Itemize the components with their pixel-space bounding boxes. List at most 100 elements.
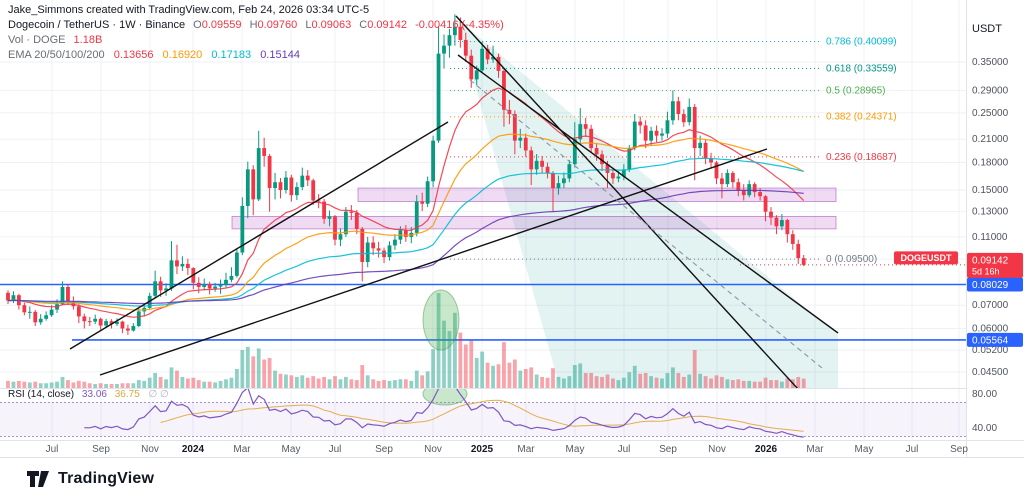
candle-body [49, 309, 54, 316]
time-tick-label[interactable]: Mar [233, 444, 251, 455]
volume-bar [578, 363, 583, 388]
candle-body [387, 245, 392, 258]
symbol-title[interactable]: Dogecoin / TetherUS · 1W · Binance [8, 19, 186, 31]
footer-bar: TradingView [0, 457, 1024, 499]
volume-bar [185, 378, 190, 388]
ema-line-20[interactable] [7, 87, 805, 318]
tradingview-brand[interactable]: TradingView [58, 469, 155, 487]
volume-bar [175, 370, 179, 388]
time-tick-label[interactable]: May [282, 444, 301, 455]
candle-body [393, 239, 397, 246]
volume-bar [474, 357, 479, 388]
trendline-3[interactable] [455, 15, 799, 389]
volume-bar [431, 349, 435, 388]
ema-line-200[interactable] [7, 189, 804, 305]
time-tick-label[interactable]: May [566, 444, 585, 455]
volume-bar [376, 380, 381, 388]
high-label: H [249, 19, 258, 31]
ema-label[interactable]: EMA 20/50/100/200 [8, 49, 105, 61]
candle-body [251, 169, 256, 200]
time-tick-label[interactable]: Mar [806, 444, 824, 455]
volume-label[interactable]: Vol · DOGE [8, 34, 66, 46]
time-tick-label[interactable]: Jul [46, 444, 59, 455]
time-tick-label[interactable]: Nov [708, 444, 726, 455]
candle-body [551, 172, 555, 189]
volume-bar [17, 380, 21, 388]
candle-body [76, 306, 81, 317]
volume-bar [262, 359, 267, 388]
supply-zone-1[interactable] [357, 187, 837, 202]
rsi-pane [84, 383, 804, 438]
time-tick-label[interactable]: Sep [659, 444, 677, 455]
time-tick-label[interactable]: May [855, 444, 874, 455]
time-tick-label[interactable]: Nov [141, 444, 159, 455]
time-tick-label[interactable]: Nov [424, 444, 442, 455]
volume-bar [469, 340, 474, 388]
time-tick-label[interactable]: Jul [618, 444, 631, 455]
volume-bar [87, 383, 92, 388]
rsi-value: 33.06 [81, 389, 107, 400]
volume-bar [338, 379, 343, 388]
time-tick-label[interactable]: Sep [375, 444, 393, 455]
time-tick-label[interactable]: 2026 [755, 444, 778, 455]
open-value: 0.09559 [201, 19, 242, 31]
volume-bar [218, 380, 223, 388]
rsi-line[interactable] [84, 386, 804, 438]
candle-body [305, 175, 310, 181]
volume-bar [698, 373, 703, 388]
time-tick-label[interactable]: Sep [92, 444, 110, 455]
volume-bar [572, 365, 577, 388]
ema200-value: 0.15144 [260, 49, 300, 61]
time-tick-label[interactable]: 2024 [182, 444, 205, 455]
candle-body [529, 150, 534, 170]
volume-bar [289, 375, 294, 388]
candle-body [425, 181, 430, 204]
trendline-2[interactable] [99, 148, 768, 376]
volume-bar [567, 376, 572, 388]
candle-body [790, 234, 795, 244]
rsi-peak-ellipse[interactable] [422, 383, 468, 406]
fib-level-label: 0 (0.09500) [826, 254, 877, 265]
trendline-5[interactable] [469, 79, 823, 369]
time-tick-label[interactable]: 2025 [471, 444, 494, 455]
rsi-label[interactable]: RSI (14, close) [8, 389, 75, 400]
candle-body [730, 172, 735, 183]
volume-bar [425, 371, 430, 388]
volume-bar [632, 365, 637, 388]
candle-body [714, 162, 719, 179]
volume-spike-ellipse[interactable] [422, 289, 460, 351]
volume-bar [213, 382, 217, 388]
volume-bar [158, 376, 163, 388]
chart-canvas[interactable]: 0.786 (0.40099) 0.618 (0.33559) 0.5 (0.289… [0, 0, 1024, 457]
volume-bar [224, 379, 228, 388]
fib-level-label: 0.786 (0.40099) [826, 36, 897, 47]
candle-body [354, 212, 359, 229]
candle-body [469, 55, 474, 80]
volume-bar [22, 381, 27, 388]
trendline-4[interactable] [457, 54, 839, 334]
candle-body [556, 183, 561, 189]
time-tick-label[interactable]: Jul [906, 444, 919, 455]
candle-body [6, 292, 10, 301]
price-axis-panel[interactable] [966, 0, 1024, 457]
time-tick-label[interactable]: Sep [950, 444, 968, 455]
candle-body [621, 169, 626, 177]
triangle-pattern-fill[interactable] [456, 18, 838, 388]
tradingview-logo-icon[interactable] [26, 468, 50, 490]
trendline-1[interactable] [69, 121, 449, 350]
volume-bar [169, 367, 174, 388]
volume-bar [496, 364, 501, 388]
candle-body [692, 106, 697, 149]
ema-line-50[interactable] [7, 133, 804, 311]
candle-body [638, 121, 643, 126]
time-tick-label[interactable]: Mar [517, 444, 535, 455]
volume-bar [147, 377, 152, 388]
symbol-price-label-badge[interactable] [894, 251, 958, 265]
volume-bar [649, 376, 653, 388]
volume-bar [758, 381, 762, 388]
rsi-legend: RSI (14, close) 33.06 36.75 ∅ ∅ [8, 389, 169, 400]
time-tick-label[interactable]: Jul [329, 444, 342, 455]
candle-body [769, 211, 773, 218]
candle-body [202, 284, 207, 287]
volume-bar [180, 376, 185, 388]
